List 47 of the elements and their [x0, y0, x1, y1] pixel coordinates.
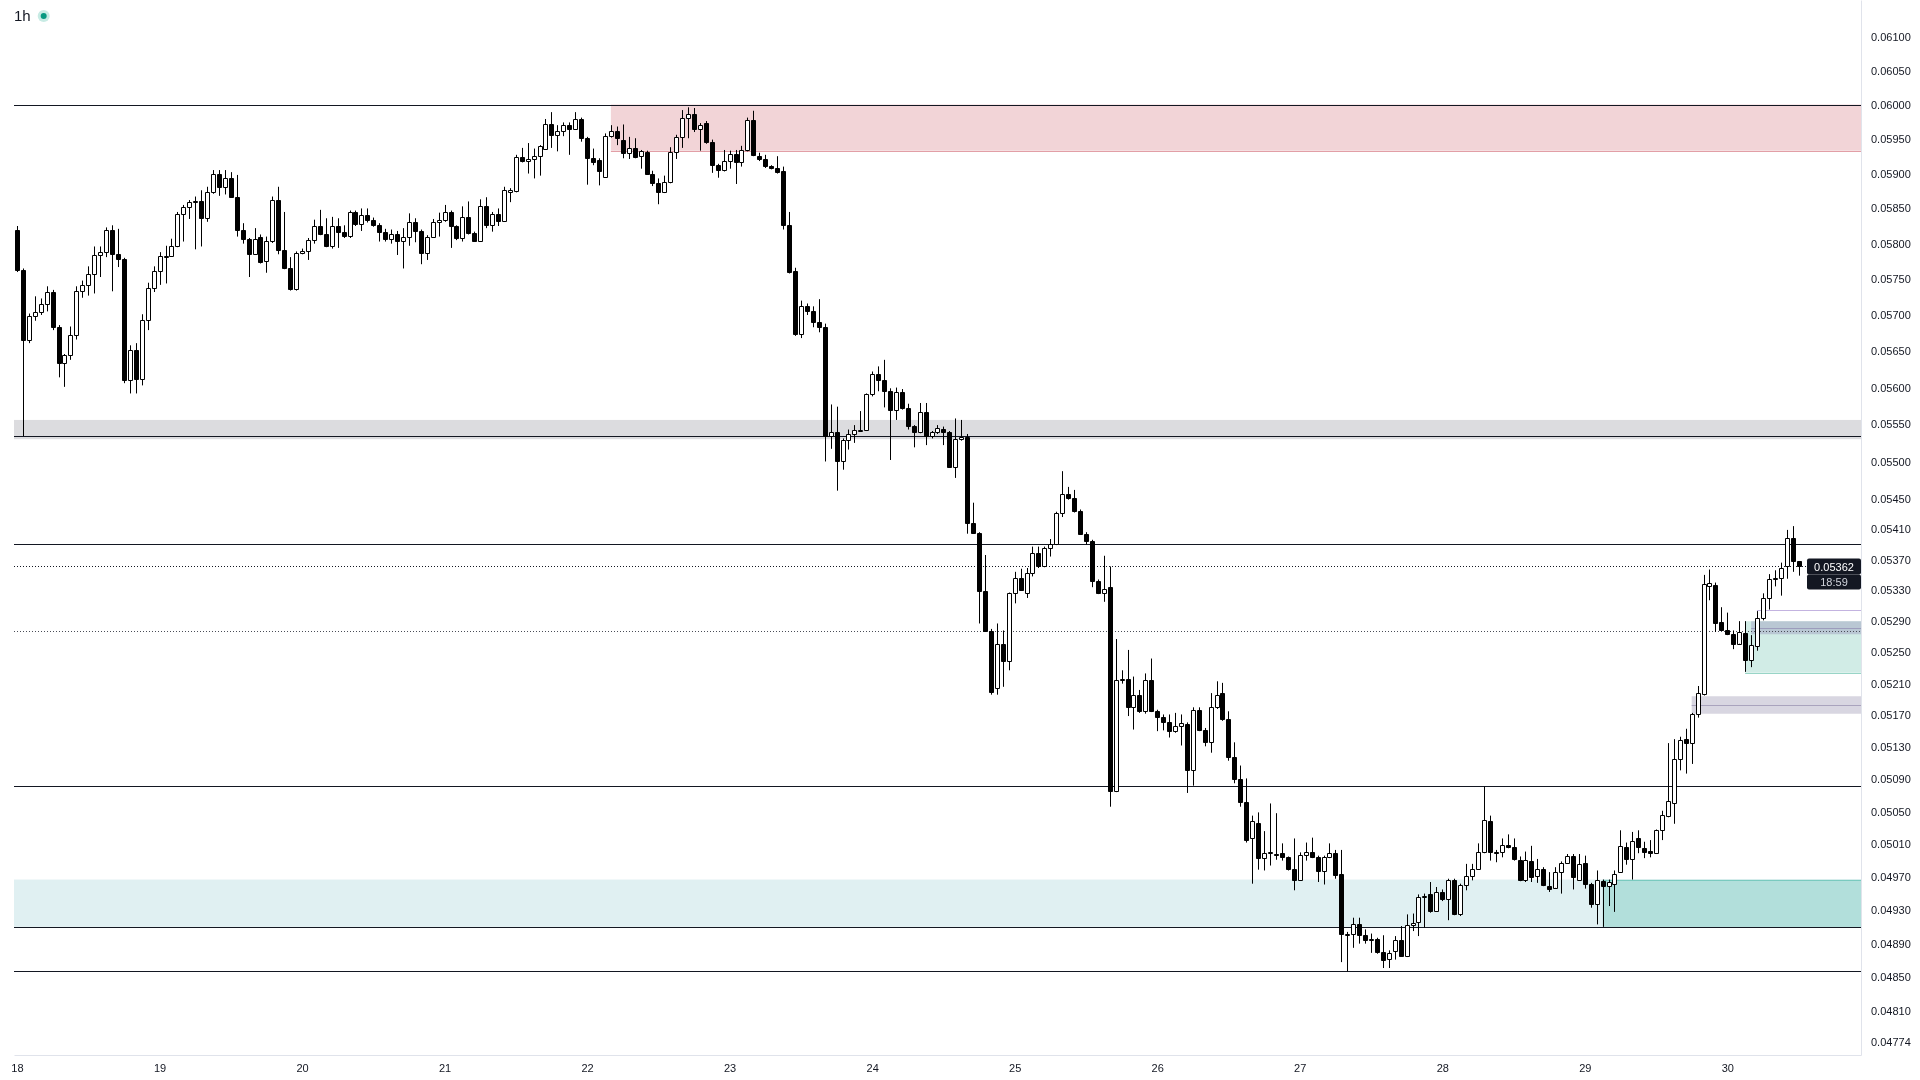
y-tick-label: 0.05550 — [1871, 418, 1911, 431]
y-tick-label: 0.05500 — [1871, 455, 1911, 468]
y-tick-label: 0.06100 — [1871, 30, 1911, 43]
y-tick-label: 0.06000 — [1871, 98, 1911, 111]
x-tick-label: 30 — [1721, 1061, 1734, 1074]
y-tick-label: 0.05650 — [1871, 345, 1911, 358]
y-tick-label: 0.05450 — [1871, 492, 1911, 505]
x-tick-label: 26 — [1151, 1061, 1164, 1074]
y-tick-label: 0.05900 — [1871, 167, 1911, 180]
x-tick-label: 27 — [1294, 1061, 1307, 1074]
x-tick-label: 19 — [153, 1061, 167, 1074]
y-tick-label: 0.05050 — [1871, 805, 1911, 818]
y-tick-label: 0.04774 — [1871, 1036, 1911, 1049]
y-tick-label: 0.05010 — [1871, 838, 1911, 851]
ref-line-label: 0.05362 — [1814, 560, 1854, 573]
chart-title: 1h — [14, 7, 31, 24]
y-tick-label: 0.05950 — [1871, 132, 1911, 145]
x-tick-label: 25 — [1009, 1061, 1022, 1074]
x-tick-label: 29 — [1579, 1061, 1592, 1074]
y-tick-label: 0.05600 — [1871, 381, 1911, 394]
y-tick-label: 0.05750 — [1871, 273, 1911, 286]
y-tick-label: 0.04810 — [1871, 1005, 1911, 1018]
y-tick-label: 0.05850 — [1871, 202, 1911, 215]
y-tick-label: 0.04850 — [1871, 971, 1911, 984]
y-tick-label: 0.04970 — [1871, 871, 1911, 884]
y-tick-label: 0.05330 — [1871, 584, 1911, 597]
y-tick-label: 0.05210 — [1871, 677, 1911, 690]
x-tick-label: 20 — [296, 1061, 309, 1074]
y-tick-label: 0.05090 — [1871, 773, 1911, 786]
y-tick-label: 0.04890 — [1871, 937, 1911, 950]
y-tick-label: 0.05800 — [1871, 237, 1911, 250]
y-tick-label: 0.04930 — [1871, 904, 1911, 917]
y-tick-label: 0.05170 — [1871, 709, 1911, 722]
x-tick-label: 21 — [438, 1061, 452, 1074]
y-tick-label: 0.05130 — [1871, 741, 1911, 754]
x-tick-label: 24 — [866, 1061, 879, 1074]
x-tick-label: 22 — [581, 1061, 594, 1074]
y-tick-label: 0.05290 — [1871, 615, 1911, 628]
y-tick-label: 0.05370 — [1871, 553, 1911, 566]
x-tick-label: 18 — [11, 1061, 24, 1074]
x-tick-label: 23 — [724, 1061, 737, 1074]
y-tick-label: 0.05250 — [1871, 646, 1911, 659]
x-tick-label: 28 — [1436, 1061, 1449, 1074]
y-tick-label: 0.05700 — [1871, 309, 1911, 321]
y-tick-label: 0.06050 — [1871, 64, 1911, 77]
y-tick-label: 0.05410 — [1871, 523, 1911, 536]
annotation: 18:59 — [1820, 575, 1848, 588]
